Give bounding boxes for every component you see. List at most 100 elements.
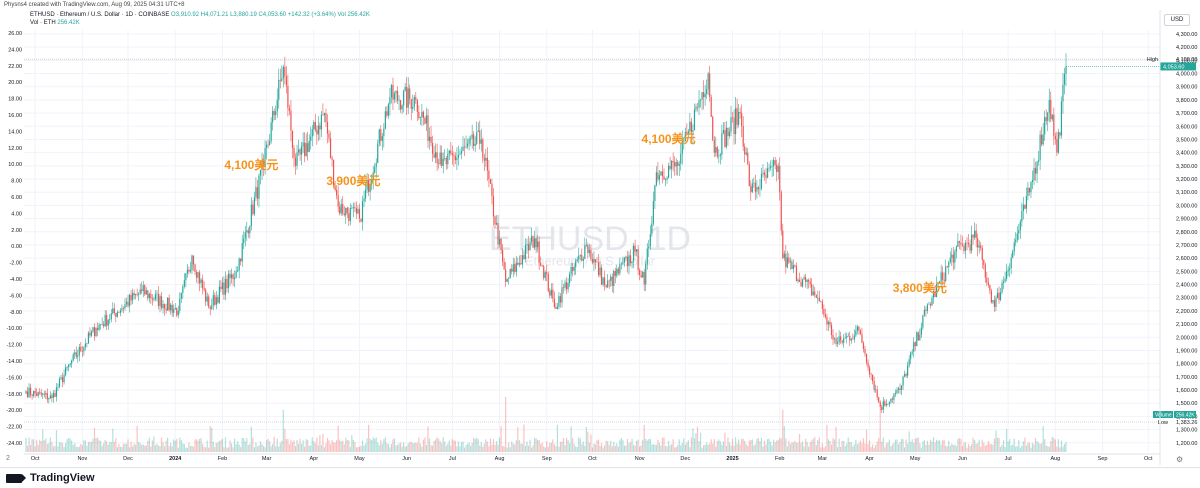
- volume-bar: [547, 446, 549, 452]
- volume-bar: [559, 441, 562, 452]
- watermark-symbol: ETHUSD, 1D: [489, 220, 691, 258]
- symbol-title[interactable]: ETHUSD · Ethereum / U.S. Dollar · 1D · C…: [30, 12, 170, 18]
- settings-gear-icon[interactable]: ⚙: [1176, 455, 1184, 464]
- volume-bar: [441, 443, 443, 452]
- volume-bar: [31, 438, 33, 452]
- volume-bar: [270, 446, 272, 452]
- candle-body: [1065, 66, 1067, 74]
- candle-body: [750, 186, 752, 193]
- volume-bar: [211, 427, 213, 452]
- volume-legend-label[interactable]: Vol · ETH: [30, 20, 56, 26]
- candle-body: [937, 283, 939, 285]
- volume-bar: [103, 443, 105, 452]
- x-axis-tick: Mar: [818, 456, 828, 462]
- volume-bar: [549, 442, 551, 452]
- candle-body: [526, 244, 528, 246]
- volume-bar: [87, 441, 90, 452]
- volume-bar: [264, 447, 266, 452]
- candle-body: [77, 355, 79, 357]
- candle-body: [681, 141, 683, 155]
- volume-bar: [398, 443, 400, 452]
- volume-bar: [389, 447, 391, 452]
- candle-body: [215, 297, 217, 305]
- volume-bar: [698, 441, 700, 452]
- candle-body: [660, 171, 662, 176]
- volume-bar: [1045, 445, 1047, 452]
- volume-bar: [989, 443, 991, 452]
- candle-body: [865, 353, 868, 363]
- right-axis-tick: 4,300.00: [1176, 32, 1197, 38]
- volume-bar: [323, 447, 326, 452]
- candle-body: [230, 274, 233, 279]
- candle-body: [616, 268, 618, 276]
- candle-body: [572, 267, 574, 271]
- volume-bar: [733, 445, 735, 452]
- price-chart[interactable]: 4,300.00 4,200.00 4,100.00 4,000.00 3,900.00…: [0, 0, 1200, 467]
- low-value: 1,383.26: [1176, 420, 1197, 426]
- candle-body: [371, 179, 373, 184]
- candle-body: [93, 327, 96, 337]
- candle-body: [597, 262, 600, 276]
- candle-body: [124, 304, 126, 309]
- candle-body: [317, 125, 319, 135]
- volume-bar: [602, 447, 604, 452]
- volume-bar: [109, 441, 111, 452]
- volume-bar: [631, 438, 633, 452]
- candle-body: [920, 327, 922, 335]
- candle-body: [451, 153, 453, 156]
- tradingview-logo: TradingView: [6, 472, 95, 484]
- volume-bar: [756, 438, 758, 452]
- volume-bar: [431, 445, 434, 452]
- candle-body: [862, 343, 865, 350]
- volume-bar: [724, 432, 726, 452]
- volume-bar: [296, 440, 298, 452]
- volume-bar: [412, 443, 414, 452]
- x-axis-tick: Sep: [1098, 456, 1108, 462]
- volume-bar: [352, 439, 354, 452]
- candle-body: [654, 185, 656, 202]
- candle-body: [75, 352, 77, 357]
- candle-body: [157, 293, 160, 307]
- volume-bar: [63, 447, 65, 452]
- candle-body: [328, 133, 330, 139]
- candle-body: [203, 288, 205, 291]
- volume-bar: [255, 442, 257, 452]
- candle-body: [1024, 204, 1026, 209]
- candle-body: [122, 308, 125, 309]
- volume-bar: [868, 440, 871, 452]
- volume-bar: [660, 445, 662, 452]
- candle-body: [773, 160, 775, 167]
- candle-body: [153, 299, 155, 300]
- x-axis-tick: Oct: [588, 456, 597, 462]
- timezone-indicator[interactable]: 2: [6, 455, 10, 462]
- volume-bar: [655, 444, 657, 452]
- volume-bar: [418, 437, 420, 452]
- candle-body: [234, 277, 236, 280]
- volume-bar: [351, 435, 353, 452]
- volume-bar: [275, 446, 277, 452]
- candle-body: [258, 175, 260, 199]
- candle-body: [206, 296, 208, 302]
- candle-body: [1006, 271, 1008, 279]
- candle-body: [1019, 221, 1021, 231]
- volume-bar: [294, 445, 297, 452]
- candle-body: [39, 391, 41, 393]
- currency-button[interactable]: USD: [1164, 14, 1190, 26]
- volume-bar: [227, 447, 230, 452]
- candle-body: [995, 298, 997, 307]
- volume-bar: [929, 439, 932, 452]
- candle-body: [26, 391, 29, 397]
- volume-bar: [1044, 439, 1046, 452]
- volume-bar: [794, 440, 796, 452]
- candle-body: [999, 292, 1002, 300]
- candle-body: [425, 115, 428, 124]
- candle-body: [337, 195, 339, 207]
- candle-body: [116, 312, 118, 317]
- volume-bar: [897, 444, 900, 452]
- volume-bar: [736, 443, 738, 452]
- volume-bar: [993, 438, 996, 452]
- candle-body: [847, 335, 849, 337]
- candle-body: [389, 97, 391, 105]
- volume-bar: [742, 438, 744, 452]
- volume-bar: [753, 445, 755, 452]
